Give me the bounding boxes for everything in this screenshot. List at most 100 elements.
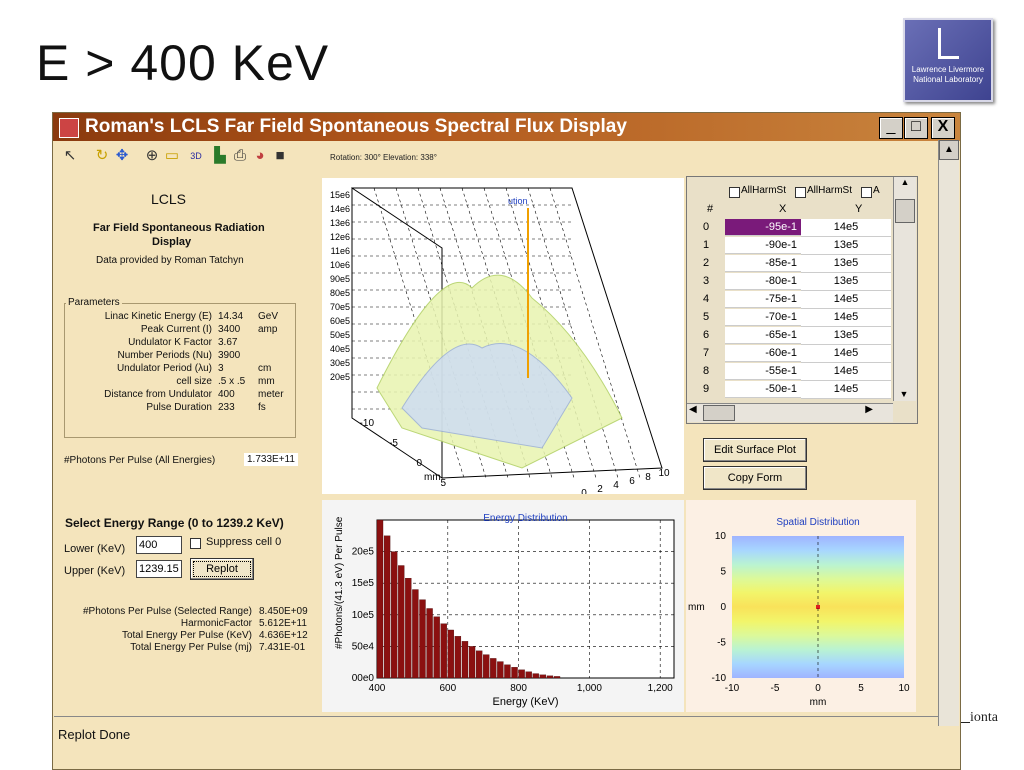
grid-col-x: X	[779, 203, 787, 215]
param-value: 3900	[218, 350, 241, 361]
grid-scroll-up-icon[interactable]: ▲	[900, 177, 910, 187]
logo-mark-icon	[937, 28, 959, 59]
grid-scroll-left-icon[interactable]: ◀	[689, 404, 697, 415]
grid-cell-x: -85e-1	[725, 255, 801, 272]
energy-range-heading: Select Energy Range (0 to 1239.2 KeV)	[65, 516, 284, 530]
chart-icon[interactable]: ▙	[214, 147, 226, 164]
spatial-distribution-panel[interactable]: -10 -5 0 5 10 10 5 0 -5 -10 Spatial Distribution mm…	[686, 500, 916, 712]
replot-button[interactable]: Replot	[190, 558, 254, 580]
window-titlebar[interactable]: Roman's LCLS Far Field Spontaneous Spect…	[53, 113, 960, 141]
upper-energy-input[interactable]	[136, 560, 182, 578]
grid-vscroll-thumb[interactable]	[895, 199, 915, 223]
grid-cell-x: -80e-1	[725, 273, 801, 290]
energy-y-tick: 10e5	[352, 610, 375, 621]
energy-bar	[532, 673, 539, 679]
grid-cell-x: -90e-1	[725, 237, 801, 254]
energy-y-tick: 15e5	[352, 578, 375, 589]
grid-header-label: A	[873, 185, 880, 196]
save-icon[interactable]: ■	[275, 147, 285, 164]
lower-label: Lower (KeV)	[64, 543, 126, 555]
print-icon[interactable]: ⎙	[233, 147, 246, 164]
grid-scroll-right-icon[interactable]: ▶	[865, 404, 873, 415]
param-label: Peak Current (I)	[140, 324, 212, 335]
grid-cell-y: 13e5	[801, 237, 891, 255]
grid-vscroll[interactable]: ▲ ▼	[893, 177, 916, 401]
suppress-cell-checkbox[interactable]	[190, 538, 201, 549]
close-button[interactable]: X	[931, 117, 955, 139]
surface-x-tick: 6	[629, 476, 635, 487]
param-unit: mm	[258, 376, 275, 387]
result-value: 8.450E+09	[259, 606, 308, 617]
energy-bar	[518, 669, 525, 679]
surface-y-tick: 15e6	[330, 190, 350, 200]
energy-bar	[539, 674, 547, 679]
grid-header-checkbox[interactable]	[729, 187, 740, 198]
rotation-readout: Rotation: 300° Elevation: 338°	[330, 153, 437, 162]
pointer-icon[interactable]: ↖	[63, 147, 77, 164]
maximize-button[interactable]: □	[904, 117, 928, 139]
param-value: 3.67	[218, 337, 238, 348]
spatial-y-tick: 10	[715, 531, 727, 542]
param-unit: amp	[258, 324, 278, 335]
edit-surface-plot-button[interactable]: Edit Surface Plot	[703, 438, 807, 462]
surface-plot-panel[interactable]: 15e6 14e6 13e6 12e6 11e6 10e6 90e5 80e5 70e5 60e5…	[322, 178, 684, 499]
surface-y-tick: 11e6	[331, 246, 350, 256]
surface-x-tick: 10	[658, 468, 670, 479]
energy-bar	[475, 650, 483, 679]
spatial-x-tick: 10	[898, 683, 910, 694]
energy-bar	[412, 589, 419, 679]
grid-row-index: 8	[703, 365, 710, 377]
rotate-icon[interactable]: ↻	[95, 147, 109, 164]
spatial-y-tick: 5	[720, 567, 726, 578]
surface-mm-tick: -5	[389, 438, 398, 449]
palette-icon[interactable]: ◕	[255, 147, 265, 164]
grid-header-checkbox[interactable]	[861, 187, 872, 198]
pan-icon[interactable]: ✥	[115, 147, 129, 164]
lower-energy-input[interactable]	[136, 536, 182, 554]
result-label: HarmonicFactor	[180, 618, 252, 629]
grid-hscroll-thumb[interactable]	[703, 405, 735, 421]
energy-bar	[433, 616, 440, 679]
grid-header-checkbox[interactable]	[795, 187, 806, 198]
grid-cell-y: 14e5	[801, 309, 891, 327]
energy-distribution-panel[interactable]: 400 600 800 1,000 1,200 00e0 50e4 10e5 15e5 20e5 E…	[322, 500, 684, 712]
select-icon[interactable]: ▭	[164, 147, 180, 164]
zoom-icon[interactable]: ⊕	[145, 147, 159, 164]
grid-cell-x: -60e-1	[725, 345, 801, 362]
energy-bar	[426, 608, 433, 679]
grid-cell-x: -50e-1	[725, 381, 801, 398]
grid-hscroll[interactable]: ◀ ▶	[687, 403, 893, 422]
surface-mm-tick: 5	[440, 478, 446, 489]
photons-all-value: 1.733E+11	[244, 453, 298, 466]
surface-y-tick: 13e6	[330, 218, 350, 228]
window-scrollbar[interactable]: ▲	[938, 140, 959, 726]
spatial-x-tick: 0	[815, 683, 821, 694]
surface-gridline	[527, 187, 619, 479]
param-label: Linac Kinetic Energy (E)	[104, 311, 212, 322]
energy-x-label: Energy (KeV)	[492, 696, 558, 708]
data-grid[interactable]: AllHarmSt AllHarmSt A # X Y 0 -95e-1 14e5 1 -90e-1…	[686, 176, 918, 424]
energy-x-tick: 800	[510, 683, 527, 694]
result-label: #Photons Per Pulse (Selected Range)	[83, 606, 252, 617]
grid-cell-x: -70e-1	[725, 309, 801, 326]
energy-bar	[461, 641, 469, 679]
param-label: Distance from Undulator	[104, 389, 212, 400]
copy-form-button[interactable]: Copy Form	[703, 466, 807, 490]
view-3d-button[interactable]: 3D	[190, 151, 202, 161]
scroll-up-icon[interactable]: ▲	[939, 140, 959, 160]
grid-cell-y: 14e5	[801, 291, 891, 309]
result-value: 4.636E+12	[259, 630, 308, 641]
info-heading: LCLS	[151, 191, 187, 207]
energy-bar	[504, 664, 511, 679]
surface-y-tick: 12e6	[330, 232, 350, 242]
energy-x-tick: 400	[369, 683, 386, 694]
spatial-y-tick: 0	[720, 602, 726, 613]
status-text: Replot Done	[58, 727, 131, 742]
minimize-button[interactable]: _	[879, 117, 903, 139]
grid-scroll-down-icon[interactable]: ▼	[899, 389, 909, 399]
energy-bar	[447, 629, 454, 679]
logo-text: Lawrence Livermore National Laboratory	[911, 65, 985, 84]
energy-bar	[383, 535, 391, 679]
param-unit: cm	[258, 363, 272, 374]
param-value: 233	[218, 402, 235, 413]
